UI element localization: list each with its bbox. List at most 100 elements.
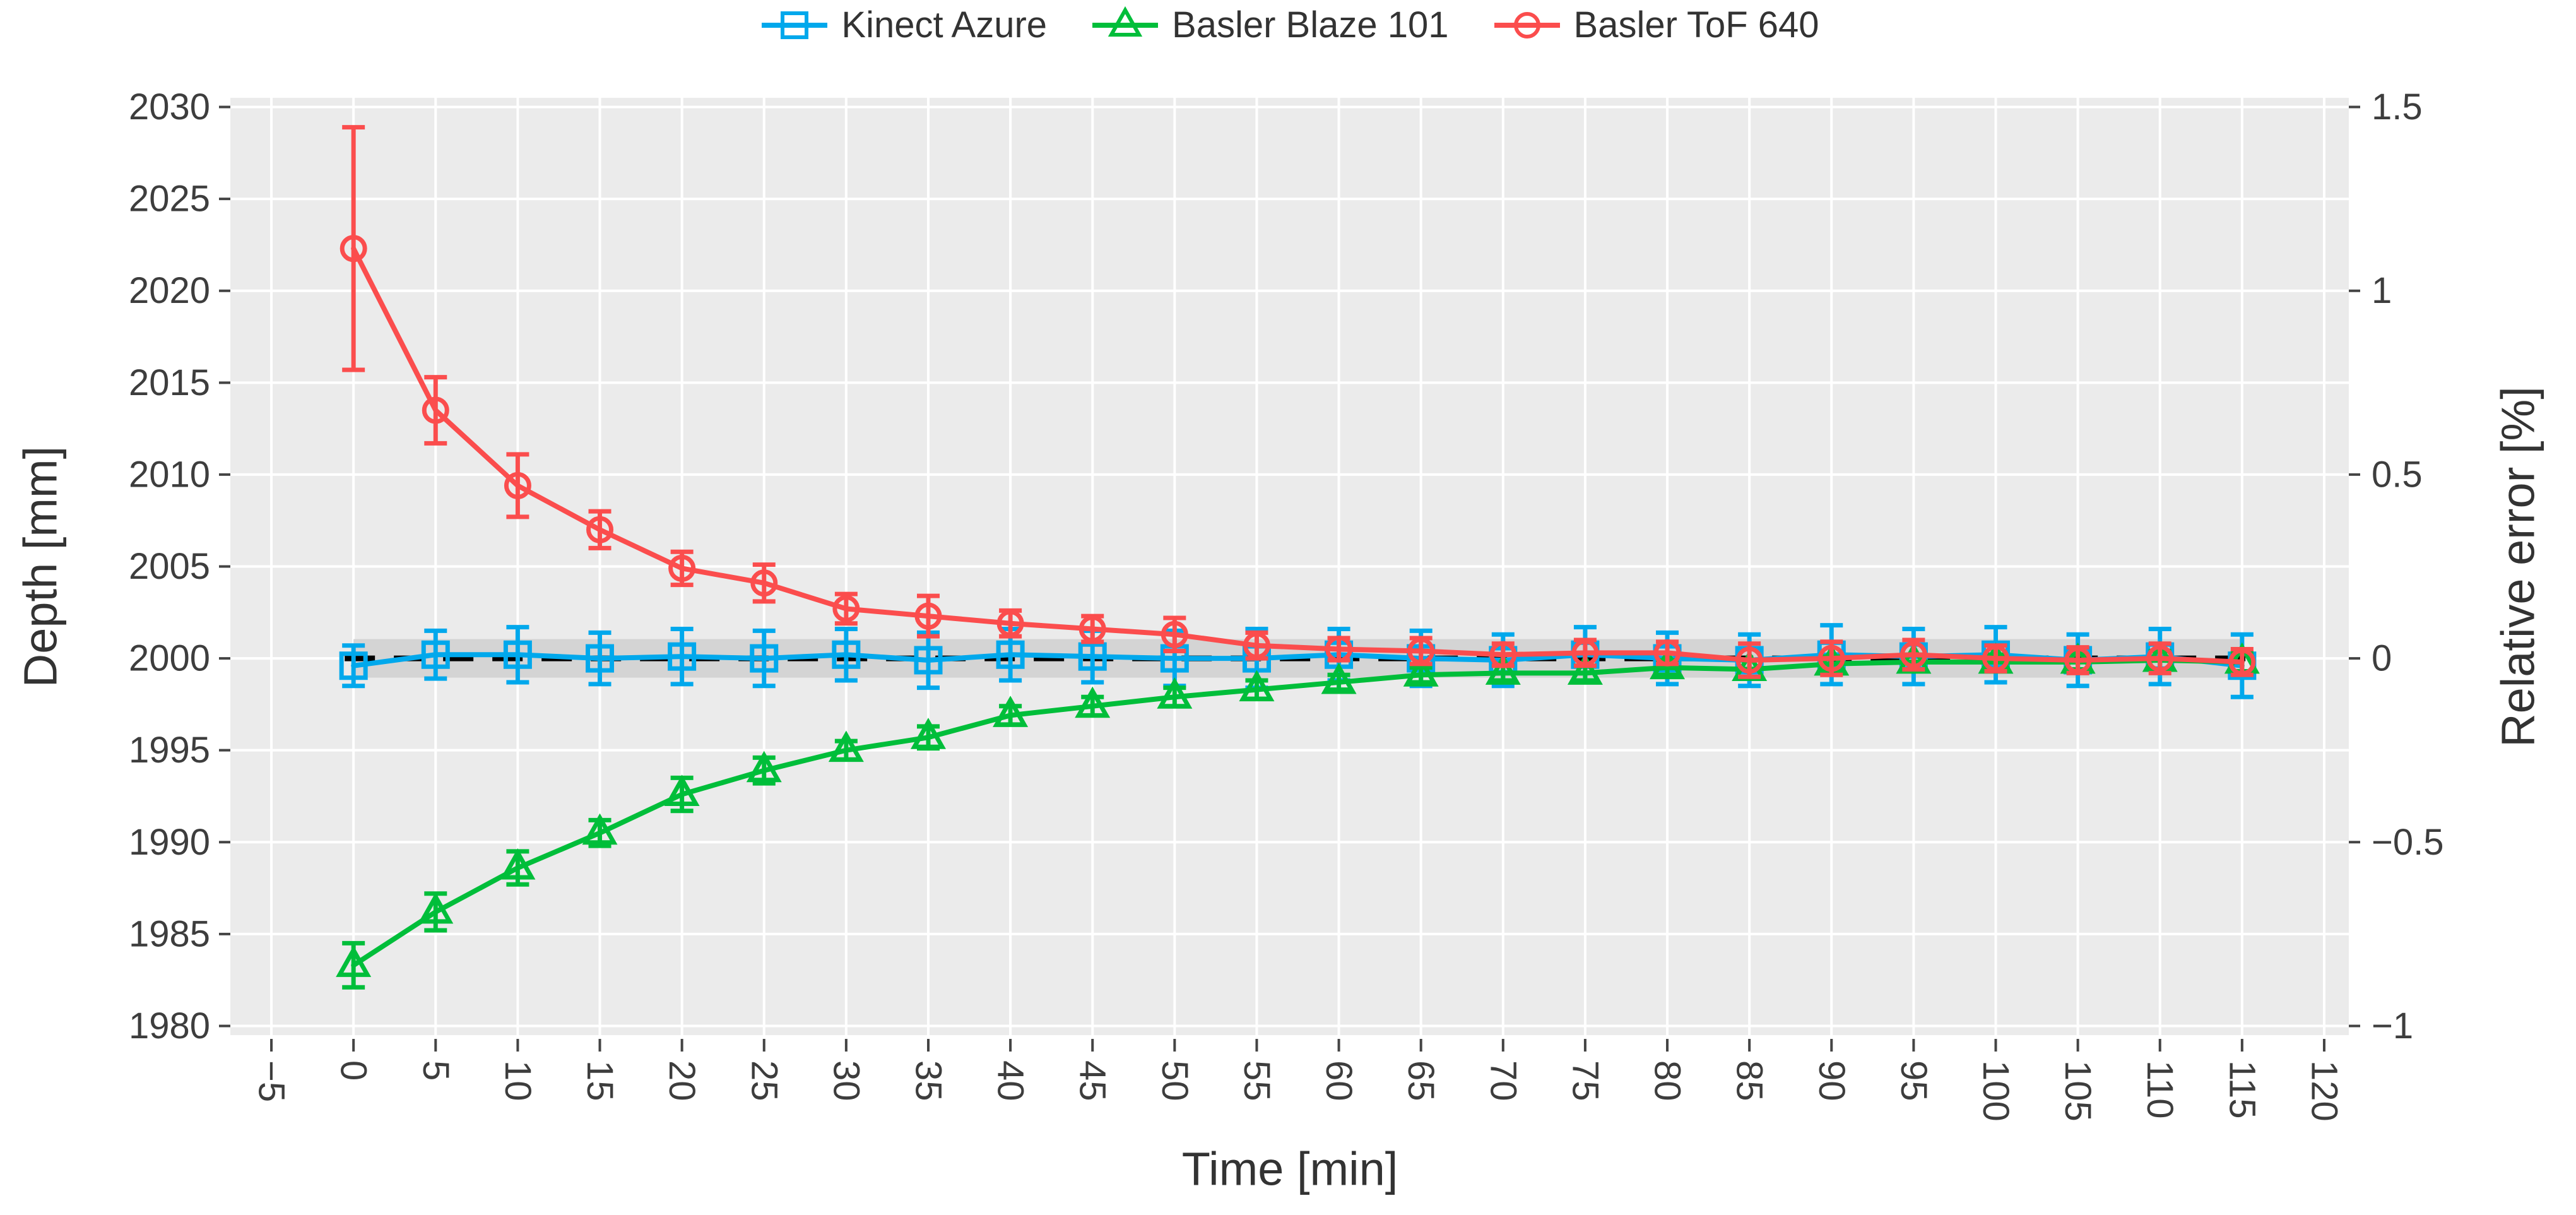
y-right-tick-label: 1.5 [2372, 86, 2423, 127]
circle-marker-icon [1243, 632, 1270, 660]
y-axis-title-right: Relative error [%] [2491, 386, 2544, 747]
y-left-tick-label: 2015 [129, 362, 210, 403]
circle-marker-icon [996, 610, 1024, 637]
triangle-marker-icon [1157, 677, 1193, 709]
circle-marker-icon [750, 569, 778, 597]
x-tick-label: 15 [579, 1060, 620, 1101]
x-tick-label: 100 [1975, 1060, 2016, 1122]
circle-marker-icon [1161, 620, 1188, 648]
circle-marker-icon [1571, 639, 1599, 667]
x-tick-label: 120 [2303, 1060, 2344, 1122]
circle-marker-icon [2064, 646, 2092, 674]
x-tick-label: 65 [1400, 1060, 1441, 1101]
square-marker-icon [1078, 642, 1107, 671]
x-tick-label: 40 [990, 1060, 1031, 1101]
y-right-tick-label: 0 [2372, 638, 2392, 679]
circle-marker-icon [504, 471, 531, 499]
y-right-tick-label: 0.5 [2372, 454, 2423, 495]
circle-marker-icon [2228, 648, 2256, 676]
x-tick-label: 105 [2057, 1060, 2098, 1122]
x-tick-label: 85 [1729, 1060, 1770, 1101]
y-left-tick-label: 2025 [129, 179, 210, 220]
series-basler-tof-640 [340, 125, 2256, 679]
y-left-tick-label: 2020 [129, 270, 210, 311]
x-tick-label: 30 [825, 1060, 866, 1101]
x-axis-title: Time [min] [1181, 1142, 1398, 1195]
circle-marker-icon [2146, 644, 2174, 672]
circle-marker-icon [832, 595, 860, 622]
x-tick-label: 70 [1482, 1060, 1523, 1101]
circle-marker-icon [1078, 615, 1106, 643]
y-left-tick-label: 2005 [129, 546, 210, 587]
square-marker-icon [750, 644, 779, 673]
y-left-tick-label: 2030 [129, 86, 210, 127]
x-tick-label: 110 [2139, 1060, 2180, 1118]
x-tick-label: 60 [1318, 1060, 1359, 1101]
y-right-tick-label: 1 [2372, 270, 2392, 311]
triangle-marker-icon [746, 750, 782, 783]
y-right-tick-label: −1 [2372, 1005, 2413, 1046]
circle-marker-icon [1982, 644, 2009, 672]
square-marker-icon [339, 651, 368, 680]
triangle-marker-icon [1485, 653, 1521, 685]
circle-marker-icon [1407, 637, 1435, 665]
y-left-tick-label: 1980 [129, 1005, 210, 1046]
circle-marker-icon [668, 554, 696, 582]
triangle-marker-icon [1321, 662, 1357, 694]
triangle-marker-icon [336, 945, 372, 977]
circle-marker-icon [1817, 644, 1845, 672]
x-tick-label: 90 [1811, 1060, 1852, 1101]
square-marker-icon [668, 642, 697, 671]
x-tick-label: 50 [1154, 1060, 1195, 1101]
triangle-marker-icon [664, 774, 700, 807]
triangle-marker-icon [582, 813, 618, 845]
square-marker-icon [586, 644, 615, 673]
square-marker-icon [421, 640, 450, 669]
triangle-marker-icon [910, 718, 946, 749]
triangle-marker-icon [828, 730, 864, 762]
triangle-marker-icon [1075, 686, 1111, 718]
x-tick-label: 5 [415, 1060, 456, 1081]
y-left-tick-label: 2010 [129, 454, 210, 495]
circle-marker-icon [914, 602, 942, 630]
triangle-marker-icon [500, 848, 536, 880]
y-axis-title-left: Depth [mm] [14, 446, 67, 688]
circle-marker-icon [1653, 639, 1681, 667]
y-right-tick-label: −0.5 [2372, 822, 2444, 863]
x-tick-label: −5 [251, 1060, 292, 1102]
x-tick-label: 35 [907, 1060, 948, 1101]
y-left-tick-label: 1985 [129, 913, 210, 954]
x-tick-label: 75 [1564, 1060, 1605, 1101]
x-tick-label: 80 [1647, 1060, 1688, 1101]
x-tick-label: 10 [497, 1060, 538, 1101]
circle-marker-icon [1735, 646, 1763, 674]
square-marker-icon [914, 646, 943, 675]
triangle-marker-icon [1239, 670, 1275, 702]
circle-marker-icon [586, 516, 614, 543]
circle-marker-icon [1900, 641, 1927, 668]
series-line [351, 246, 2245, 665]
x-tick-label: 45 [1072, 1060, 1113, 1101]
circle-marker-icon [340, 235, 367, 263]
x-tick-label: 0 [333, 1060, 374, 1081]
x-tick-label: 115 [2221, 1060, 2262, 1118]
y-left-tick-label: 1995 [129, 730, 210, 771]
square-marker-icon [503, 640, 532, 669]
x-tick-label: 95 [1893, 1060, 1934, 1101]
x-tick-label: 55 [1236, 1060, 1277, 1101]
circle-marker-icon [1325, 636, 1353, 663]
square-marker-icon [996, 640, 1025, 669]
triangle-marker-icon [1567, 653, 1603, 685]
x-tick-label: 25 [743, 1060, 784, 1101]
square-marker-icon [832, 640, 861, 669]
circle-marker-icon [1489, 641, 1517, 668]
y-left-tick-label: 1990 [129, 822, 210, 863]
y-left-tick-label: 2000 [129, 638, 210, 679]
triangle-marker-icon [993, 696, 1029, 727]
circle-marker-icon [422, 396, 449, 424]
triangle-marker-icon [1403, 655, 1439, 687]
triangle-marker-icon [418, 892, 454, 924]
x-tick-label: 20 [661, 1060, 702, 1101]
